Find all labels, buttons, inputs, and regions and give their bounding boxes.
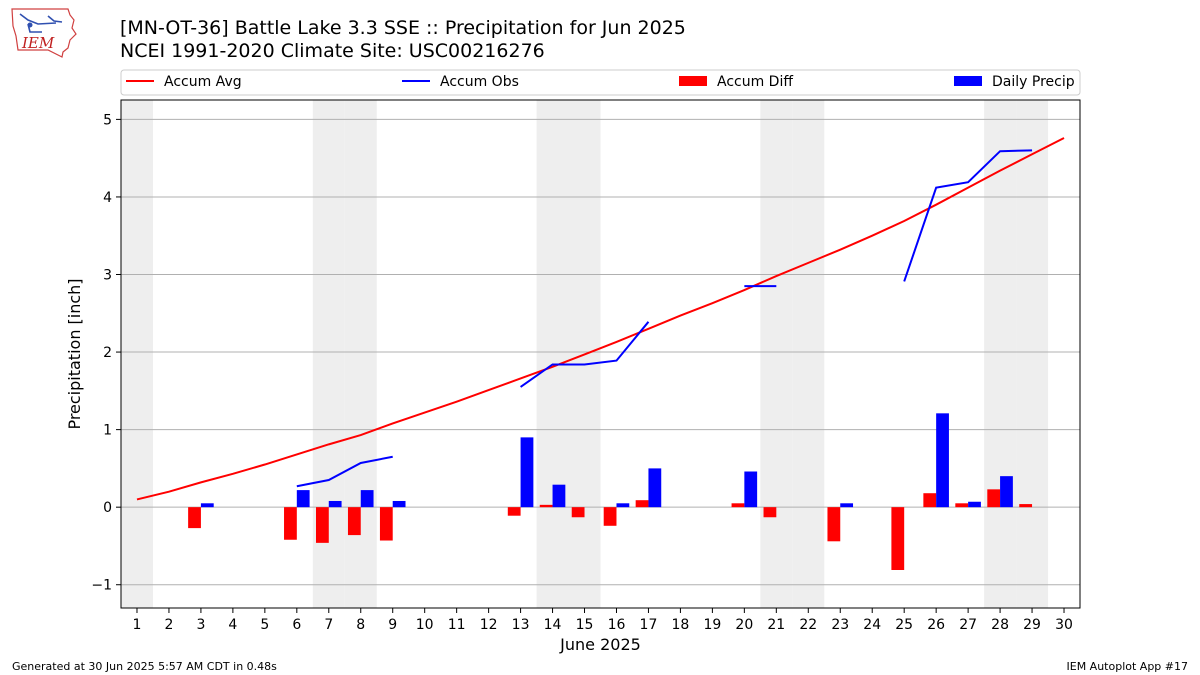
daily-precip-bar xyxy=(744,471,758,508)
x-tick-label: 23 xyxy=(831,617,849,633)
accum-diff-bar xyxy=(955,503,969,508)
accum-diff-bar xyxy=(603,507,617,526)
daily-precip-bar xyxy=(360,490,374,508)
x-tick-label: 11 xyxy=(448,617,466,633)
weekend-shade xyxy=(536,100,569,608)
x-tick-label: 13 xyxy=(512,617,530,633)
y-tick-label: 2 xyxy=(103,345,112,361)
app-label: IEM Autoplot App #17 xyxy=(1066,660,1189,673)
daily-precip-bar xyxy=(296,490,310,508)
plot-frame xyxy=(120,99,1081,609)
accum-diff-bar xyxy=(1019,504,1033,508)
x-tick-label: 1 xyxy=(133,617,142,633)
daily-precip-bar xyxy=(520,437,534,508)
daily-precip-bar xyxy=(648,468,662,508)
x-tick-label: 27 xyxy=(959,617,977,633)
y-axis-label: Precipitation [inch] xyxy=(65,278,84,429)
x-tick-label: 12 xyxy=(480,617,498,633)
x-tick-label: 21 xyxy=(767,617,785,633)
x-tick-label: 29 xyxy=(1023,617,1041,633)
x-tick-label: 16 xyxy=(608,617,626,633)
x-tick-label: 7 xyxy=(324,617,333,633)
logo-text: IEM xyxy=(21,34,55,52)
accum-diff-bar xyxy=(987,489,1001,508)
accum-diff-bar xyxy=(347,507,361,536)
x-tick-label: 9 xyxy=(388,617,397,633)
x-tick-label: 14 xyxy=(544,617,562,633)
iem-logo: IEM xyxy=(11,8,77,58)
weekend-shade xyxy=(760,100,793,608)
x-tick-label: 6 xyxy=(292,617,301,633)
x-tick-label: 24 xyxy=(863,617,881,633)
y-tick-label: 4 xyxy=(103,190,112,206)
legend-label: Daily Precip xyxy=(992,74,1075,90)
daily-precip-bar xyxy=(392,500,406,508)
legend-label: Accum Diff xyxy=(717,74,793,90)
y-tick-label: 5 xyxy=(103,112,112,128)
accum-diff-bar xyxy=(571,507,585,518)
daily-precip-bar xyxy=(552,484,566,508)
x-tick-label: 3 xyxy=(196,617,205,633)
x-tick-label: 28 xyxy=(991,617,1009,633)
y-tick-label: 0 xyxy=(103,500,112,516)
daily-precip-bar xyxy=(616,503,630,508)
accum-diff-bar xyxy=(188,507,201,529)
daily-precip-bar xyxy=(968,501,981,508)
chart-subtitle: NCEI 1991-2020 Climate Site: USC00216276 xyxy=(120,40,545,62)
legend-label: Accum Obs xyxy=(440,74,519,90)
x-axis-label: June 2025 xyxy=(559,635,641,654)
x-tick-label: 22 xyxy=(799,617,817,633)
x-tick-label: 20 xyxy=(735,617,753,633)
y-tick-label: 1 xyxy=(103,423,112,439)
accum-diff-bar xyxy=(731,503,745,508)
x-tick-label: 25 xyxy=(895,617,913,633)
legend-label: Accum Avg xyxy=(164,74,242,90)
x-tick-label: 5 xyxy=(260,617,269,633)
accum-diff-bar xyxy=(763,507,777,518)
accum-diff-bar xyxy=(891,507,905,570)
accum-obs-line xyxy=(520,321,650,388)
accum-avg-line xyxy=(136,137,1065,501)
x-tick-label: 10 xyxy=(416,617,434,633)
chart-title: [MN-OT-36] Battle Lake 3.3 SSE :: Precip… xyxy=(120,17,686,39)
accum-diff-bar xyxy=(923,493,937,508)
daily-precip-bar xyxy=(840,503,854,508)
x-tick-label: 4 xyxy=(228,617,237,633)
x-tick-label: 18 xyxy=(672,617,690,633)
weekend-shade xyxy=(984,100,1017,608)
accum-diff-bar xyxy=(507,507,521,516)
accum-diff-bar xyxy=(315,507,329,543)
legend-box xyxy=(120,69,1081,96)
accum-obs-line xyxy=(296,455,393,488)
weekend-shade xyxy=(1016,100,1049,608)
accum-obs-line xyxy=(903,149,1033,282)
accum-diff-bar xyxy=(284,507,297,540)
daily-precip-bar xyxy=(936,413,949,508)
x-tick-label: 17 xyxy=(640,617,658,633)
accum-diff-bar xyxy=(539,504,553,508)
y-tick-label: −1 xyxy=(91,578,112,594)
accum-diff-bar xyxy=(635,500,649,508)
legend-swatch xyxy=(954,76,982,86)
x-tick-label: 15 xyxy=(576,617,594,633)
x-tick-label: 26 xyxy=(927,617,945,633)
weekend-shade xyxy=(792,100,825,608)
weekend-shade xyxy=(121,100,153,608)
accum-diff-bar xyxy=(379,507,393,541)
accum-diff-bar xyxy=(827,507,841,542)
y-tick-label: 3 xyxy=(103,268,112,284)
daily-precip-bar xyxy=(328,500,342,508)
daily-precip-bar xyxy=(1000,476,1013,508)
x-tick-label: 19 xyxy=(703,617,721,633)
daily-precip-bar xyxy=(200,503,214,508)
generated-note: Generated at 30 Jun 2025 5:57 AM CDT in … xyxy=(12,660,277,673)
x-tick-label: 30 xyxy=(1055,617,1073,633)
x-tick-label: 2 xyxy=(164,617,173,633)
x-tick-label: 8 xyxy=(356,617,365,633)
legend-swatch xyxy=(679,76,707,86)
